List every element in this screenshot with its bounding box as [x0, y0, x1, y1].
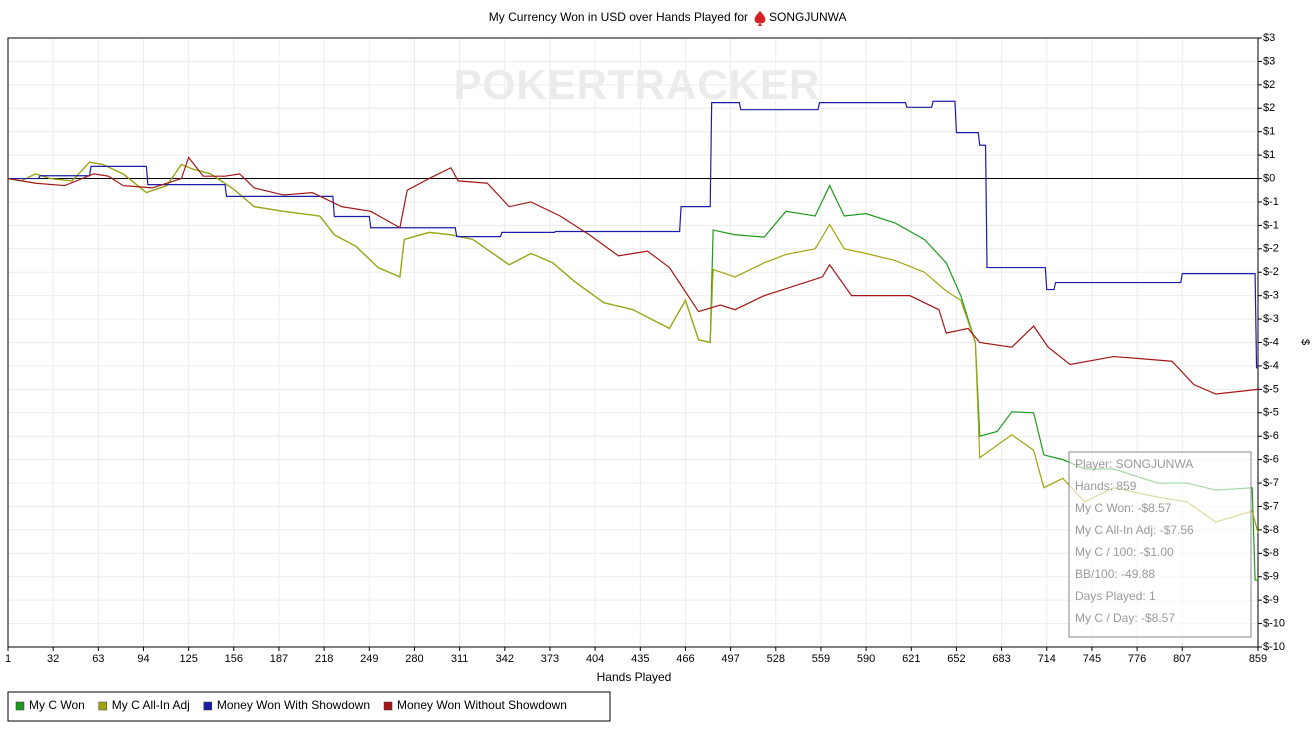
y-tick-label: $-8: [1263, 524, 1279, 536]
x-tick-label: 528: [767, 653, 785, 665]
x-tick-label: 125: [179, 653, 197, 665]
x-tick-label: 683: [992, 653, 1010, 665]
y-tick-label: $-1: [1263, 219, 1279, 231]
y-tick-label: $-4: [1263, 360, 1279, 372]
tooltip-text: Days Played: 1: [1075, 589, 1156, 603]
x-tick-label: 559: [812, 653, 830, 665]
legend-label: My C All-In Adj: [112, 698, 190, 712]
tooltip-text: My C All-In Adj: -$7.56: [1075, 523, 1194, 537]
x-tick-label: 32: [47, 653, 59, 665]
x-axis-label: Hands Played: [597, 670, 672, 684]
x-tick-label: 63: [92, 653, 104, 665]
y-tick-label: $3: [1263, 55, 1275, 67]
y-tick-label: $-6: [1263, 430, 1279, 442]
x-tick-label: 807: [1173, 653, 1191, 665]
y-tick-label: $-1: [1263, 196, 1279, 208]
x-tick-label: 466: [676, 653, 694, 665]
series-line: [8, 100, 1258, 369]
y-tick-label: $3: [1263, 32, 1275, 44]
legend-swatch: [98, 701, 108, 711]
x-tick-label: 776: [1128, 653, 1146, 665]
legend-label: Money Won Without Showdown: [397, 698, 567, 712]
x-tick-label: 590: [857, 653, 875, 665]
legend-label: Money Won With Showdown: [217, 698, 370, 712]
y-tick-label: $2: [1263, 79, 1275, 91]
x-tick-label: 497: [721, 653, 739, 665]
x-tick-label: 249: [360, 653, 378, 665]
y-tick-label: $-7: [1263, 477, 1279, 489]
legend-swatch: [203, 701, 213, 711]
x-tick-label: 1: [5, 653, 11, 665]
x-tick-label: 311: [451, 653, 469, 665]
x-tick-label: 94: [137, 653, 149, 665]
x-tick-label: 859: [1249, 653, 1267, 665]
x-tick-label: 621: [902, 653, 920, 665]
y-tick-label: $-3: [1263, 290, 1279, 302]
legend-box: [7, 691, 611, 722]
legend-swatch: [383, 701, 393, 711]
y-axis-label: $: [1299, 339, 1311, 345]
y-tick-label: $-3: [1263, 313, 1279, 325]
y-tick-label: $-2: [1263, 243, 1279, 255]
tooltip-text: BB/100: -49.88: [1075, 567, 1155, 581]
legend-swatch: [15, 701, 25, 711]
series-line: [7, 161, 1259, 533]
x-tick-label: 435: [631, 653, 649, 665]
x-tick-label: 652: [947, 653, 965, 665]
tooltip-text: My C Won: -$8.57: [1075, 501, 1172, 515]
tooltip-text: My C / Day: -$8.57: [1075, 611, 1175, 625]
x-tick-label: 373: [541, 653, 559, 665]
legend: My C Won My C All-In Adj Money Won With Sh…: [15, 698, 567, 712]
legend-label: My C Won: [29, 698, 85, 712]
y-tick-label: $-8: [1263, 547, 1279, 559]
x-tick-label: 714: [1038, 653, 1056, 665]
y-tick-label: $0: [1263, 172, 1275, 184]
chart-title: My Currency Won in USD over Hands Played…: [489, 10, 748, 24]
x-tick-label: 404: [586, 653, 604, 665]
spade-icon: [754, 11, 766, 26]
x-tick-label: 342: [496, 653, 514, 665]
tooltip-text: My C / 100: -$1.00: [1075, 545, 1174, 559]
x-tick-label: 280: [405, 653, 423, 665]
x-tick-label: 156: [225, 653, 243, 665]
x-tick-label: 745: [1083, 653, 1101, 665]
player-name: SONGJUNWA: [769, 10, 847, 24]
y-tick-label: $-4: [1263, 336, 1279, 348]
y-tick-label: $-5: [1263, 383, 1279, 395]
grid: [7, 37, 1259, 648]
y-tick-label: $-6: [1263, 454, 1279, 466]
y-tick-label: $-10: [1263, 641, 1285, 653]
y-tick-label: $-9: [1263, 571, 1279, 583]
x-tick-label: 187: [270, 653, 288, 665]
y-tick-label: $2: [1263, 102, 1275, 114]
tooltip-text: Hands: 859: [1075, 479, 1137, 493]
y-tick-label: $1: [1263, 149, 1275, 161]
y-tick-label: $-10: [1263, 617, 1285, 629]
y-tick-label: $-7: [1263, 500, 1279, 512]
series-line: [7, 156, 1259, 395]
tooltip-box: [1068, 451, 1252, 638]
y-tick-label: $-5: [1263, 407, 1279, 419]
y-tick-label: $-2: [1263, 266, 1279, 278]
tooltip-text: Player: SONGJUNWA: [1075, 457, 1193, 471]
y-tick-label: $-9: [1263, 594, 1279, 606]
x-tick-label: 218: [315, 653, 333, 665]
y-tick-label: $1: [1263, 126, 1275, 138]
